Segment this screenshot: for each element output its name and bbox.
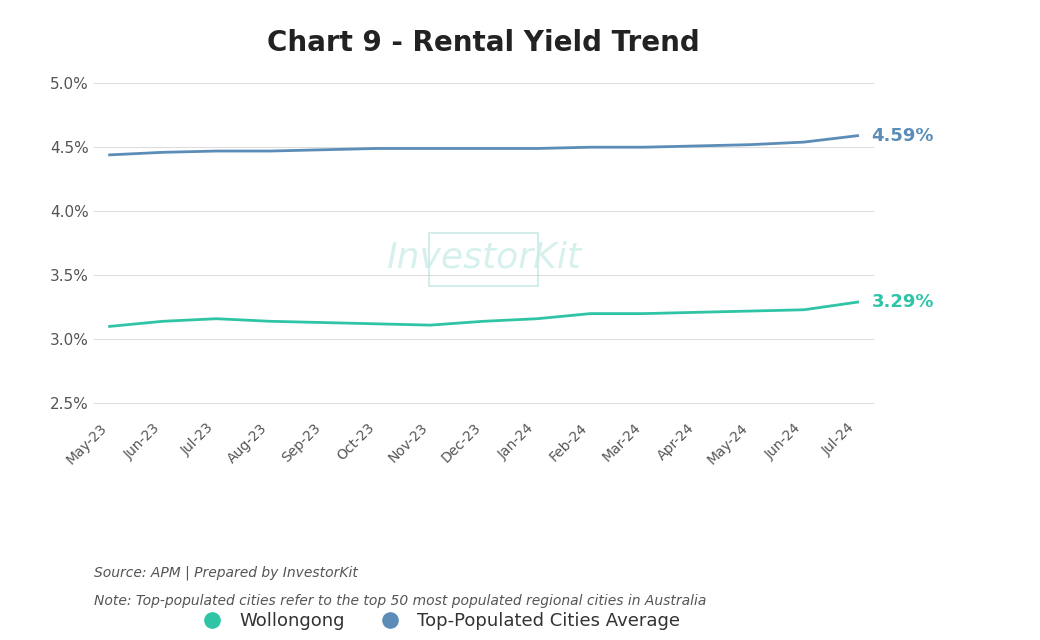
- Title: Chart 9 - Rental Yield Trend: Chart 9 - Rental Yield Trend: [267, 29, 700, 57]
- Text: 4.59%: 4.59%: [872, 127, 934, 145]
- Text: InvestorKit: InvestorKit: [386, 240, 581, 274]
- Legend: Wollongong, Top-Populated Cities Average: Wollongong, Top-Populated Cities Average: [186, 605, 687, 637]
- Text: Source: APM | Prepared by InvestorKit: Source: APM | Prepared by InvestorKit: [94, 565, 358, 579]
- Text: 3.29%: 3.29%: [872, 293, 934, 311]
- Text: Note: Top-populated cities refer to the top 50 most populated regional cities in: Note: Top-populated cities refer to the …: [94, 594, 706, 608]
